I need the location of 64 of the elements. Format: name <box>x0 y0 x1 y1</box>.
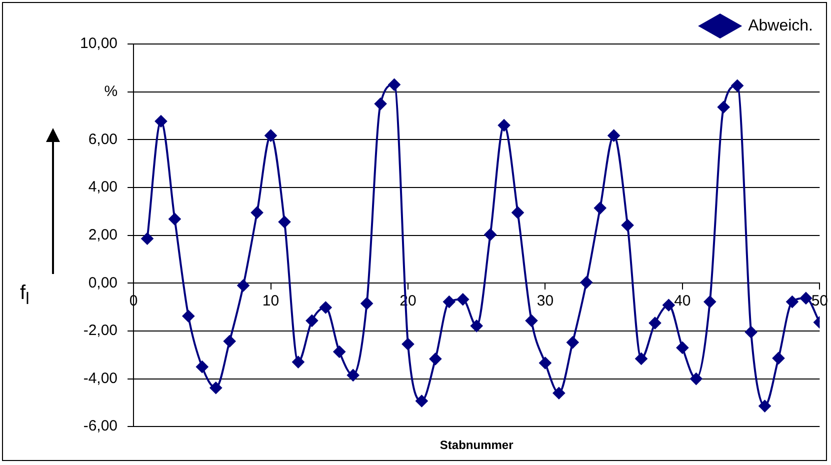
point <box>320 302 332 314</box>
point <box>278 216 290 228</box>
x-tick-label: 10 <box>262 292 280 310</box>
y-tick-label: -4,00 <box>83 370 118 387</box>
point <box>498 119 510 132</box>
point <box>210 382 222 394</box>
point <box>800 292 812 304</box>
point <box>648 317 661 330</box>
y-tick-label: -2,00 <box>83 322 118 340</box>
point <box>347 369 360 382</box>
point <box>388 78 400 91</box>
y-tick-label: 10,00 <box>80 35 118 52</box>
x-tick-label: 30 <box>536 292 554 310</box>
y-tick-label: 0,00 <box>88 274 118 292</box>
point <box>608 130 620 142</box>
x-tick-label: 40 <box>674 292 691 310</box>
point <box>690 372 702 385</box>
y-tick-label: 4,00 <box>88 178 118 196</box>
point <box>429 352 442 365</box>
point <box>182 310 194 322</box>
y-tick-label: 6,00 <box>88 130 118 148</box>
point <box>264 130 277 142</box>
y-axis-title: f$_{l}$ <box>20 282 30 309</box>
y-tick-label: -6,00 <box>83 418 118 435</box>
point <box>196 360 208 373</box>
point <box>443 296 456 308</box>
point <box>580 276 592 288</box>
point <box>772 352 784 364</box>
point <box>416 395 428 408</box>
point <box>594 202 606 214</box>
point <box>470 320 483 332</box>
point <box>622 219 634 232</box>
point <box>525 314 538 327</box>
point <box>402 338 414 350</box>
point <box>484 228 496 241</box>
point <box>360 297 373 310</box>
point <box>456 293 469 306</box>
point <box>676 342 688 354</box>
point <box>224 335 236 348</box>
point <box>539 356 552 369</box>
y-tick-label: % <box>104 82 118 100</box>
point <box>168 213 181 226</box>
point <box>292 356 304 368</box>
point <box>333 346 346 358</box>
point <box>662 299 675 312</box>
point <box>374 98 387 110</box>
point <box>758 400 771 412</box>
point <box>635 352 648 365</box>
legend-label: Abweich. <box>748 17 813 34</box>
point <box>306 314 318 327</box>
point <box>745 326 758 338</box>
point <box>566 336 579 348</box>
y-tick-label: 2,00 <box>88 226 118 244</box>
x-axis-title: Stabnummer <box>440 438 514 452</box>
point <box>552 387 565 400</box>
point <box>237 280 250 292</box>
point <box>512 206 524 219</box>
point <box>251 206 264 219</box>
point <box>141 232 154 245</box>
point <box>786 296 798 308</box>
point <box>154 115 167 128</box>
point <box>731 80 744 92</box>
point <box>718 101 730 114</box>
point <box>704 296 716 308</box>
